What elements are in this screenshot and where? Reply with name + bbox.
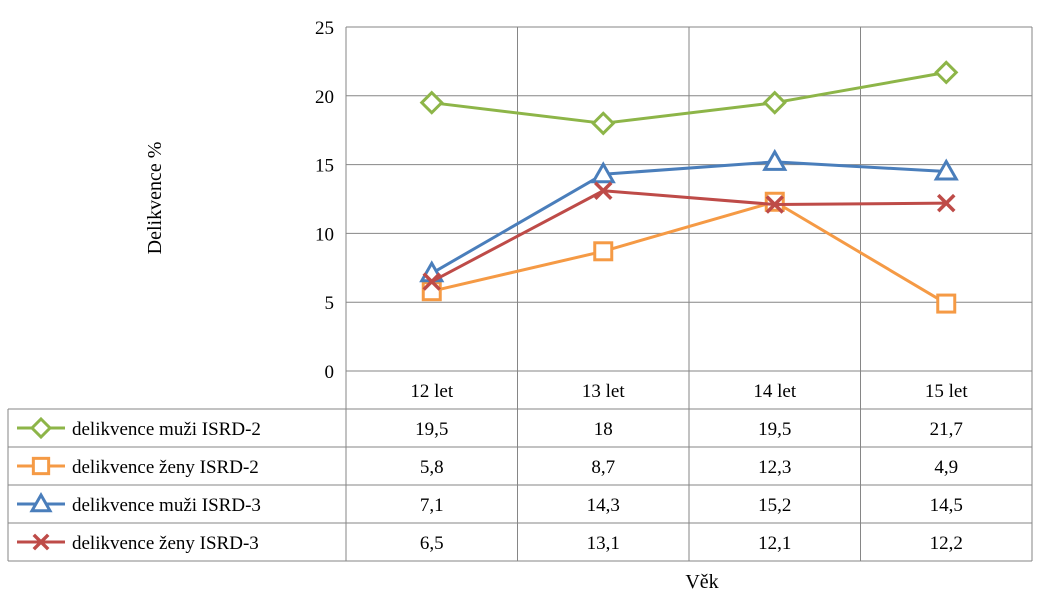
x-tick-label: 12 let <box>410 381 453 402</box>
data-point <box>937 193 956 213</box>
y-tick-label: 15 <box>315 156 334 177</box>
data-label: 4,9 <box>934 457 958 478</box>
data-table: 12 let 13 let 14 let 15 let delikvence muži … <box>7 370 1033 562</box>
y-tick-label: 5 <box>325 293 335 314</box>
marker-stroke <box>594 181 613 200</box>
data-label: 12,3 <box>758 457 791 478</box>
data-point <box>591 111 616 136</box>
marker-stroke <box>32 533 50 551</box>
series-lines <box>419 60 959 314</box>
y-tick-label: 25 <box>315 18 334 39</box>
data-point <box>594 181 613 200</box>
y-tick-label: 0 <box>325 362 335 383</box>
x-tick-label: 15 let <box>925 381 968 402</box>
x-tick-label: 13 let <box>582 381 625 402</box>
data-point <box>590 161 616 184</box>
data-point <box>765 195 784 214</box>
data-point <box>934 60 959 85</box>
data-point <box>419 90 444 115</box>
legend-label: delikvence ženy ISRD-3 <box>72 533 259 554</box>
legend-key-marker <box>32 533 50 551</box>
y-tick-label: 20 <box>315 87 334 108</box>
data-label: 12,2 <box>930 533 963 554</box>
table-row: delikvence ženy ISRD-3 6,5 13,1 12,1 12,2 <box>17 533 963 554</box>
legend-key-marker <box>29 416 53 440</box>
series-line <box>431 189 947 283</box>
data-point <box>764 191 785 212</box>
data-label: 8,7 <box>591 457 615 478</box>
series-line <box>431 70 947 125</box>
marker-stroke <box>937 193 956 213</box>
data-label: 5,8 <box>420 457 444 478</box>
gridlines <box>345 26 1033 371</box>
series-1 <box>419 60 959 136</box>
data-label: 19,5 <box>415 419 448 440</box>
y-tick-label: 10 <box>315 224 334 245</box>
data-label: 7,1 <box>420 495 444 516</box>
series-line <box>430 160 947 275</box>
data-label: 14,5 <box>930 495 963 516</box>
series-line <box>431 200 948 305</box>
table-row: delikvence muži ISRD-3 7,1 14,3 15,2 14,5 <box>17 491 963 516</box>
data-label: 6,5 <box>420 533 444 554</box>
y-axis-ticks: 0 5 10 15 20 25 <box>315 18 334 383</box>
data-label: 12,1 <box>758 533 791 554</box>
data-label: 21,7 <box>930 419 963 440</box>
data-label: 15,2 <box>758 495 791 516</box>
data-label: 14,3 <box>587 495 620 516</box>
table-row: delikvence ženy ISRD-2 5,8 8,7 12,3 4,9 <box>17 456 958 478</box>
data-point <box>762 148 788 171</box>
table-row: delikvence muži ISRD-2 19,5 18 19,5 21,7 <box>17 416 963 440</box>
marker-stroke <box>765 195 784 214</box>
legend-key-marker <box>31 456 51 476</box>
x-axis-title: Věk <box>685 571 718 593</box>
legend-label: delikvence muži ISRD-2 <box>72 419 261 440</box>
marker-stroke <box>422 272 441 291</box>
data-point <box>762 90 787 115</box>
series-2 <box>421 191 957 314</box>
data-label: 19,5 <box>758 419 791 440</box>
legend-label: delikvence ženy ISRD-2 <box>72 457 259 478</box>
data-point <box>933 158 959 181</box>
series-4 <box>422 181 956 291</box>
data-point <box>593 241 614 262</box>
x-tick-label: 14 let <box>753 381 796 402</box>
legend-label: delikvence muži ISRD-3 <box>72 495 261 516</box>
data-point <box>936 293 957 314</box>
series-3 <box>419 148 959 283</box>
data-label: 18 <box>594 419 613 440</box>
data-point <box>422 272 441 291</box>
data-label: 13,1 <box>587 533 620 554</box>
y-axis-title: Delikvence % <box>144 142 166 255</box>
legend-key-marker <box>29 491 53 513</box>
